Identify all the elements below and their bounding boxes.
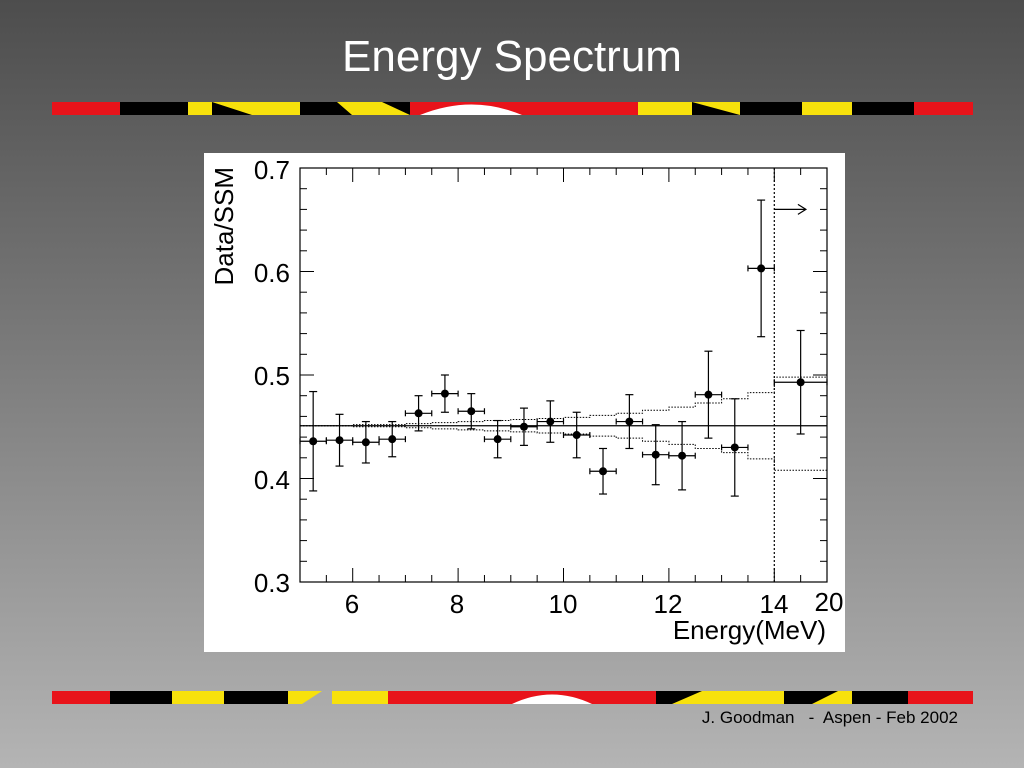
arrow-head-icon <box>797 203 808 215</box>
slide-footer: J. Goodman - Aspen - Feb 2002 <box>701 708 958 727</box>
x-tick-label: 8 <box>450 589 464 619</box>
y-tick-label: 0.3 <box>254 568 290 598</box>
data-point <box>536 400 565 443</box>
top-decorative-stripe <box>52 102 973 115</box>
data-marker <box>546 417 555 426</box>
plot-frame <box>299 167 828 583</box>
data-point <box>325 413 354 467</box>
data-marker <box>730 443 739 452</box>
data-marker <box>467 407 476 416</box>
data-point <box>694 350 723 439</box>
x-axis-label: Energy(MeV) <box>673 615 826 645</box>
data-point <box>457 393 486 430</box>
y-tick-label: 0.6 <box>254 258 290 288</box>
data-marker <box>388 435 397 444</box>
data-marker <box>361 438 370 447</box>
axis-ticks <box>299 167 828 583</box>
x-tick-label: 10 <box>549 589 578 619</box>
data-point <box>483 419 512 459</box>
arrow-layer <box>774 203 808 215</box>
data-point <box>773 329 828 435</box>
y-tick-label: 0.4 <box>254 465 290 495</box>
data-point <box>352 420 380 464</box>
data-point <box>668 420 696 491</box>
data-point <box>431 374 459 413</box>
data-marker <box>519 422 528 431</box>
data-marker <box>493 435 502 444</box>
data-point <box>378 420 406 458</box>
data-marker <box>309 437 318 446</box>
data-point <box>747 199 775 338</box>
y-axis-label: Data/SSM <box>209 167 239 286</box>
y-tick-label: 0.5 <box>254 361 290 391</box>
x-tick-label: 20 <box>815 587 844 617</box>
data-point <box>510 407 538 446</box>
data-marker <box>625 417 634 426</box>
data-marker <box>704 390 713 399</box>
data-marker <box>796 378 805 387</box>
chart-panel: 0.3 0.4 0.5 0.6 0.7 6 8 10 12 14 20 Ener… <box>204 153 845 652</box>
bottom-decorative-stripe <box>52 691 973 704</box>
data-marker <box>651 450 660 459</box>
data-marker <box>757 264 766 273</box>
data-point <box>562 411 591 459</box>
band-upper-edge <box>300 376 827 427</box>
data-marker <box>572 431 581 440</box>
data-marker <box>678 451 687 460</box>
energy-spectrum-chart: 0.3 0.4 0.5 0.6 0.7 6 8 10 12 14 20 Ener… <box>209 155 844 645</box>
data-point <box>404 395 433 432</box>
data-marker <box>414 409 423 418</box>
data-points <box>299 199 828 497</box>
data-point <box>720 398 749 497</box>
x-tick-label: 6 <box>345 589 359 619</box>
x-tick-label: 14 <box>760 589 789 619</box>
data-point <box>589 447 617 495</box>
data-marker <box>335 436 344 445</box>
data-point <box>615 394 644 450</box>
data-marker <box>599 467 608 476</box>
slide-title: Energy Spectrum <box>342 32 682 81</box>
y-tick-label: 0.7 <box>254 155 290 185</box>
x-tick-label: 12 <box>654 589 683 619</box>
data-point <box>299 390 327 492</box>
data-point <box>641 424 670 486</box>
data-marker <box>440 389 449 398</box>
